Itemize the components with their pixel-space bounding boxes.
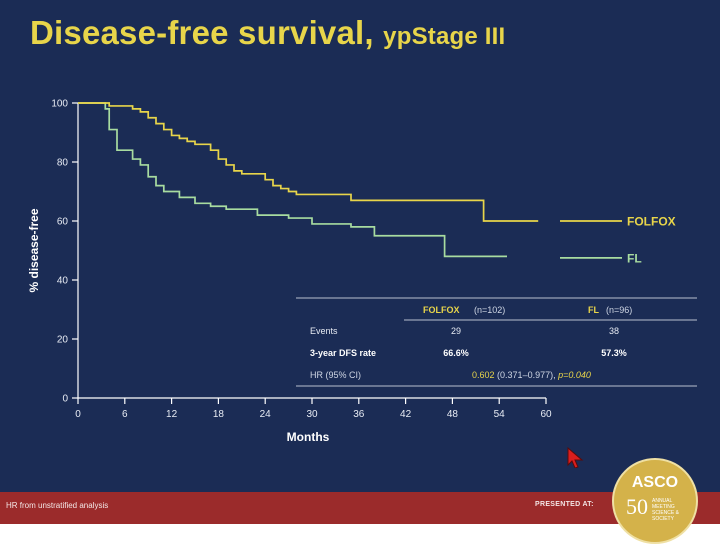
presented-at-label: PRESENTED AT: (535, 501, 594, 508)
hr-p-value: p=0.040 (557, 370, 591, 380)
asco-logo-meeting: ANNUAL MEETING SCIENCE & SOCIETY (652, 498, 692, 522)
series-folfox-line (78, 102, 539, 222)
page-title: Disease-free survival, ypStage III (30, 14, 505, 52)
y-tick-label: 40 (57, 276, 69, 287)
y-tick-label: 60 (57, 217, 69, 228)
asco-logo: ASCO 50 ANNUAL MEETING SCIENCE & SOCIETY (612, 458, 698, 544)
km-chart: 0 20 40 60 80 100 0 6 12 18 24 30 36 42 48 54 60 % dise… (27, 99, 697, 444)
mouse-cursor-icon (567, 446, 584, 468)
table-row-events-label: Events (310, 326, 338, 336)
y-tick-label: 100 (51, 99, 68, 110)
table-header-fl-n: (n=96) (606, 305, 632, 315)
asco-logo-line1: ANNUAL (652, 498, 673, 504)
series-layer (78, 102, 539, 258)
title-main: Disease-free survival, (30, 14, 374, 51)
x-ticks: 0 6 12 18 24 30 36 42 48 54 60 (75, 398, 552, 420)
table-header-fl: FL (588, 305, 599, 315)
x-tick-label: 6 (122, 409, 128, 420)
hr-ci: (0.371–0.977), (497, 370, 556, 380)
table-header-folfox: FOLFOX (423, 305, 460, 315)
asco-logo-number: 50 (626, 494, 648, 519)
table-background (296, 298, 697, 388)
x-tick-label: 18 (213, 409, 225, 420)
x-tick-label: 54 (494, 409, 506, 420)
title-sub: ypStage III (383, 23, 506, 50)
footnote: HR from unstratified analysis (6, 501, 109, 510)
x-tick-label: 36 (353, 409, 365, 420)
x-tick-label: 12 (166, 409, 178, 420)
y-axis-label: % disease-free (27, 208, 41, 292)
asco-logo-line3: SCIENCE & SOCIETY (652, 510, 679, 522)
x-axis-label: Months (287, 430, 330, 444)
y-ticks: 0 20 40 60 80 100 (51, 99, 78, 405)
table-row-dfs-folfox: 66.6% (443, 348, 469, 358)
x-tick-label: 0 (75, 409, 81, 420)
table-header-folfox-n: (n=102) (474, 305, 505, 315)
hr-value: 0.602 (472, 370, 495, 380)
table-row-events-folfox: 29 (451, 326, 461, 336)
x-tick-label: 30 (306, 409, 318, 420)
stats-table: FOLFOX (n=102) FL (n=96) Events 29 38 3-… (296, 297, 697, 388)
table-row-hr-value: 0.602 (0.371–0.977), p=0.040 (472, 370, 591, 380)
x-tick-label: 24 (260, 409, 272, 420)
x-tick-label: 48 (447, 409, 459, 420)
legend: FOLFOX FL (560, 215, 676, 265)
y-tick-label: 0 (62, 394, 68, 405)
table-row-hr-label: HR (95% CI) (310, 370, 361, 380)
footer-bar: HR from unstratified analysis PRESENTED … (0, 492, 720, 524)
y-tick-label: 80 (57, 158, 69, 169)
series-fl-line (78, 102, 507, 258)
slide-background (0, 0, 720, 492)
x-tick-label: 42 (400, 409, 412, 420)
legend-label-folfox: FOLFOX (627, 215, 676, 229)
x-tick-label: 60 (540, 409, 552, 420)
asco-logo-line2: MEETING (652, 504, 675, 510)
table-row-dfs-fl: 57.3% (601, 348, 627, 358)
y-tick-label: 20 (57, 335, 69, 346)
asco-logo-name: ASCO (631, 474, 679, 491)
legend-label-fl: FL (627, 251, 642, 265)
table-row-events-fl: 38 (609, 326, 619, 336)
table-row-dfs-label: 3-year DFS rate (310, 348, 376, 358)
